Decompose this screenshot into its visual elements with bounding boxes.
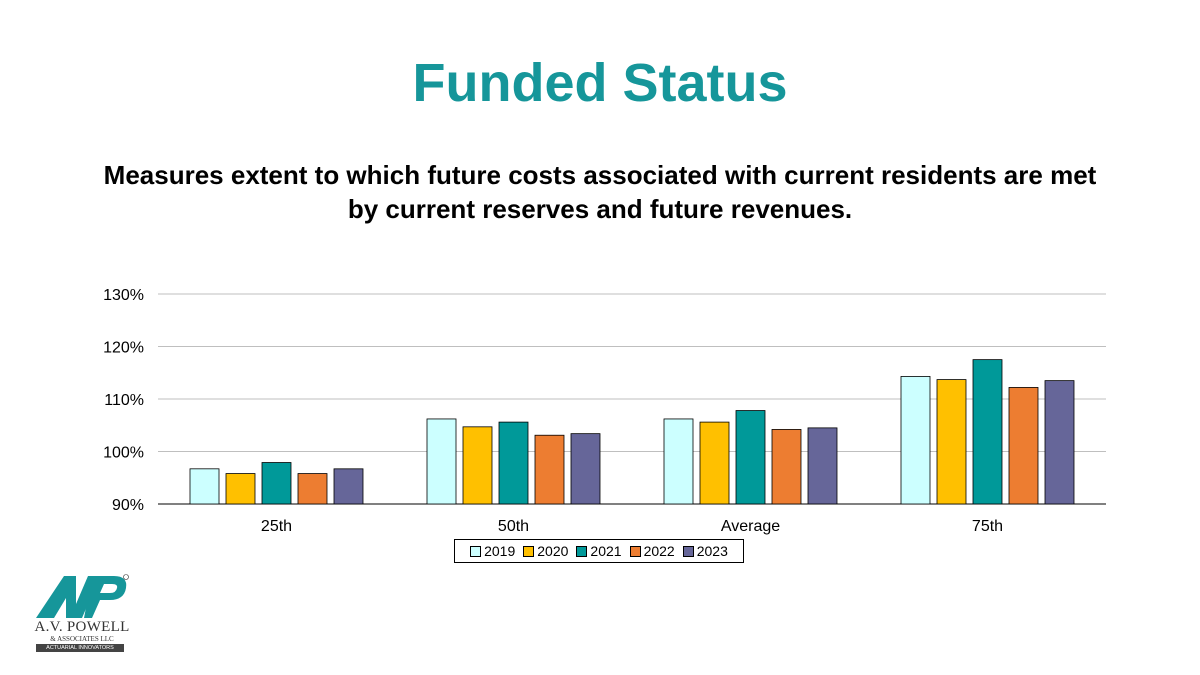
x-tick-label: Average bbox=[721, 518, 780, 535]
x-tick-label: 25th bbox=[261, 518, 292, 535]
bar-2023-50th bbox=[570, 433, 601, 505]
legend-swatch bbox=[629, 545, 641, 557]
legend-label: 2023 bbox=[696, 543, 728, 559]
bar-2022-50th bbox=[534, 434, 565, 505]
chart-legend: 2019 2020 2021 2022 2023 bbox=[454, 539, 744, 563]
legend-swatch bbox=[682, 545, 694, 557]
logo-tagline: ACTUARIAL INNOVATORS bbox=[36, 644, 124, 652]
legend-swatch bbox=[523, 545, 535, 557]
logo-associates: & ASSOCIATES LLC bbox=[50, 635, 114, 643]
bar-2022-75th bbox=[1008, 387, 1039, 505]
bar-2019-25th bbox=[189, 468, 220, 505]
bar-2020-average bbox=[699, 421, 730, 505]
bar-2021-50th bbox=[498, 421, 529, 505]
bar-2023-25th bbox=[333, 468, 364, 505]
y-tick-label: 130% bbox=[103, 287, 144, 304]
bar-2020-25th bbox=[225, 473, 256, 505]
y-tick-label: 110% bbox=[104, 392, 144, 409]
bar-2019-average bbox=[663, 418, 694, 505]
legend-item-2021: 2021 bbox=[576, 543, 622, 559]
legend-swatch bbox=[576, 545, 588, 557]
legend-label: 2021 bbox=[590, 543, 622, 559]
logo-name: A.V. POWELL bbox=[34, 619, 130, 635]
legend-item-2020: 2020 bbox=[523, 543, 568, 559]
avp-logo-mark bbox=[36, 574, 129, 618]
bar-2021-average bbox=[735, 410, 766, 505]
legend-item-2023: 2023 bbox=[682, 543, 728, 559]
bar-2020-50th bbox=[462, 426, 493, 505]
bar-2020-75th bbox=[936, 379, 967, 505]
bar-2021-75th bbox=[972, 359, 1003, 505]
legend-item-2019: 2019 bbox=[470, 543, 515, 559]
bar-2023-average bbox=[807, 427, 838, 505]
legend-swatch bbox=[470, 545, 482, 557]
company-logo: A.V. POWELL & ASSOCIATES LLC ACTUARIAL I… bbox=[34, 574, 130, 654]
legend-item-2022: 2022 bbox=[629, 543, 675, 559]
bar-2021-25th bbox=[261, 462, 292, 505]
y-tick-label: 120% bbox=[103, 340, 144, 357]
slide-subtitle: Measures extent to which future costs as… bbox=[103, 160, 1097, 224]
y-tick-label: 100% bbox=[103, 445, 144, 462]
bar-2023-75th bbox=[1044, 380, 1075, 505]
x-tick-label: 75th bbox=[972, 518, 1003, 535]
bar-2019-75th bbox=[900, 376, 931, 505]
bar-2022-average bbox=[771, 429, 802, 505]
bar-2022-25th bbox=[297, 473, 328, 505]
legend-label: 2019 bbox=[484, 543, 516, 559]
bar-2019-50th bbox=[426, 418, 457, 505]
y-tick-label: 90% bbox=[112, 497, 144, 514]
legend-label: 2020 bbox=[537, 543, 569, 559]
x-tick-label: 50th bbox=[498, 518, 529, 535]
slide-title: Funded Status bbox=[412, 53, 788, 113]
legend-label: 2022 bbox=[643, 543, 675, 559]
